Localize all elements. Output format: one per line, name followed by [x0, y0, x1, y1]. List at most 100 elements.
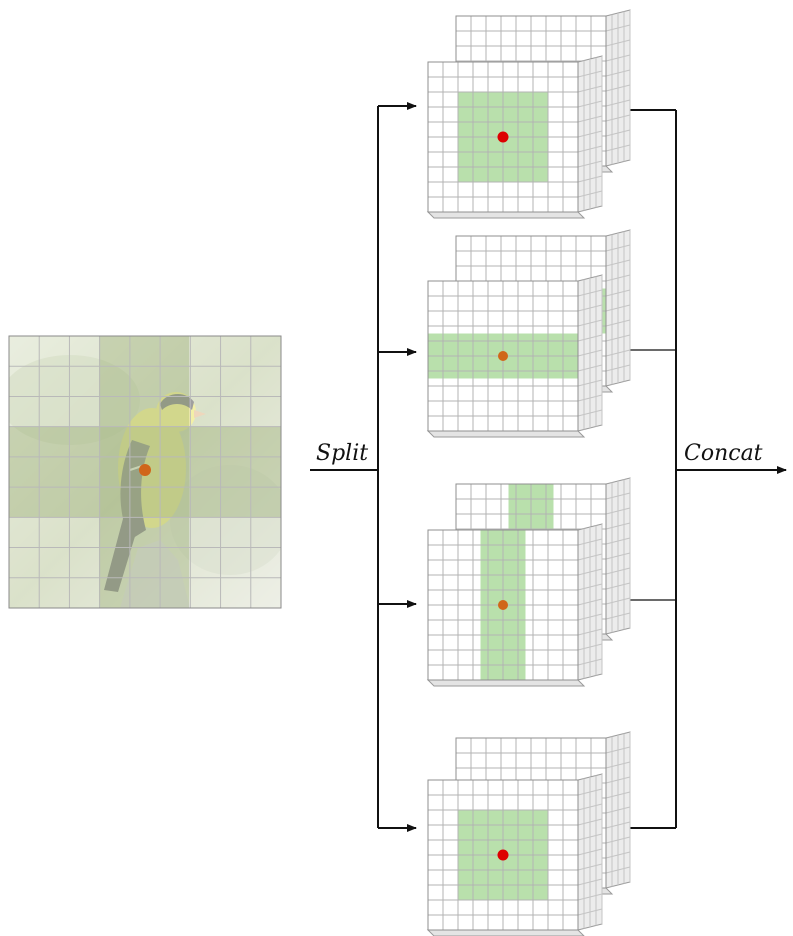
- branch-3-front-tensor-bottom-face: [426, 679, 586, 687]
- branch-1-front-tensor-depth-line: [577, 175, 603, 183]
- flow-arrows: [310, 102, 787, 832]
- branch-3-back-tensor-depth-line: [605, 597, 631, 605]
- branch-4-front-tensor-depth-line: [577, 803, 603, 811]
- branch-3-back-tensor-depth-line: [605, 582, 631, 590]
- branch-4-back-tensor-depth-line: [605, 866, 631, 874]
- branch-1-front-tensor-depth-line: [577, 70, 603, 78]
- branch-3-front-tensor-depth-line: [577, 583, 603, 591]
- branch-2-front-tensor-depth-line: [577, 379, 603, 387]
- branch-4-front-tensor-depth-line: [577, 878, 603, 886]
- branch-4-front-tensor-depth-line: [577, 893, 603, 901]
- branch-1-front-tensor: [426, 55, 603, 219]
- branch-4-front-tensor-outline: [427, 779, 579, 931]
- branch-1-front-tensor-depth-line: [577, 100, 603, 108]
- branch-3-front-tensor-depth-line: [577, 538, 603, 546]
- branch-2-front-tensor-depth-line: [577, 319, 603, 327]
- branch-4-back-tensor-depth-line: [605, 746, 631, 754]
- concat-label: Concat: [684, 441, 763, 466]
- branch-3-back-tensor-depth-line: [605, 507, 631, 515]
- branch-4-front-tensor-center-dot: [497, 849, 509, 861]
- branch-2-front-tensor-depth-line: [577, 289, 603, 297]
- branch-3-back-tensor-depth-line: [605, 522, 631, 530]
- branch-4-back-tensor-depth-line: [605, 761, 631, 769]
- branch-2-back-tensor-depth-line: [605, 259, 631, 267]
- branch-3-front-tensor: [426, 523, 603, 687]
- input-image-border: [8, 335, 282, 609]
- branch-2-back-tensor-depth-line: [605, 304, 631, 312]
- branch-2-front-tensor-depth-line: [577, 409, 603, 417]
- branch-3-front-tensor-depth-line: [577, 613, 603, 621]
- branch-4-front-tensor-depth-line: [577, 818, 603, 826]
- branch-4-front-tensor-depth-line: [577, 788, 603, 796]
- branch-3-back-tensor-depth-line: [605, 567, 631, 575]
- branch-4-back-tensor-depth-line: [605, 806, 631, 814]
- branch-2-front-tensor-depth-line: [577, 349, 603, 357]
- branch-2-back-tensor-depth-line: [605, 364, 631, 372]
- branch-3-back-tensor-depth-line: [605, 552, 631, 560]
- branch-2-back-tensor-depth-line: [605, 334, 631, 342]
- branch-3-front-tensor-center-dot: [498, 600, 508, 610]
- branch-2-front-tensor-depth-line: [577, 364, 603, 372]
- branch-1-front-tensor-depth-line: [577, 190, 603, 198]
- branch-1-back-tensor-depth-line: [605, 129, 631, 137]
- branch-1-front-tensor-depth-line: [577, 115, 603, 123]
- branch-2-back-tensor-depth-line: [605, 274, 631, 282]
- branch-4-back-tensor-depth-line: [605, 821, 631, 829]
- branch-3-front-tensor-depth-line: [577, 643, 603, 651]
- input-center-dot: [139, 464, 151, 476]
- branch-stacks: [426, 9, 631, 936]
- branch-3-stack: [426, 477, 631, 687]
- branch-1-back-tensor-depth-line: [605, 144, 631, 152]
- branch-2-front-tensor: [426, 274, 603, 438]
- branch-1-back-tensor-depth-line: [605, 84, 631, 92]
- branch-3-front-tensor-outline: [427, 529, 579, 681]
- branch-2-front-tensor-depth-line: [577, 334, 603, 342]
- branch-4-front-tensor-depth-line: [577, 848, 603, 856]
- branch-2-back-tensor-depth-line: [605, 289, 631, 297]
- branch-3-front-tensor-depth-line: [577, 658, 603, 666]
- branch-1-back-tensor-depth-line: [605, 24, 631, 32]
- branch-4-front-tensor-depth-line: [577, 863, 603, 871]
- branch-3-front-tensor-depth-line: [577, 568, 603, 576]
- branch-2-stack: [426, 229, 631, 438]
- branch-2-back-tensor-depth-line: [605, 349, 631, 357]
- branch-4-front-tensor: [426, 773, 603, 936]
- branch-1-back-tensor-depth-line: [605, 69, 631, 77]
- branch-3-front-tensor-depth-line: [577, 598, 603, 606]
- branch-1-front-tensor-depth-line: [577, 130, 603, 138]
- branch-3-back-tensor-depth-line: [605, 612, 631, 620]
- branch-1-front-tensor-depth-line: [577, 160, 603, 168]
- branch-1-back-tensor-depth-line: [605, 99, 631, 107]
- branch-4-back-tensor-depth-line: [605, 836, 631, 844]
- branch-1-front-tensor-depth-line: [577, 145, 603, 153]
- split-label: Split: [316, 441, 368, 466]
- branch-3-front-tensor-depth-line: [577, 628, 603, 636]
- branch-4-front-tensor-bottom-face: [426, 929, 585, 936]
- branch-4-back-tensor-depth-line: [605, 776, 631, 784]
- branch-2-front-tensor-outline: [427, 280, 579, 432]
- branch-1-back-tensor-depth-line: [605, 114, 631, 122]
- branch-4-back-tensor-depth-line: [605, 791, 631, 799]
- branch-2-back-tensor-depth-line: [605, 244, 631, 252]
- branch-4-stack: [426, 731, 631, 936]
- branch-4-front-tensor-depth-line: [577, 833, 603, 841]
- branch-1-back-tensor-depth-line: [605, 54, 631, 62]
- branch-4-front-tensor-depth-line: [577, 908, 603, 916]
- branch-1-front-tensor-depth-line: [577, 85, 603, 93]
- branch-4-back-tensor-depth-line: [605, 851, 631, 859]
- branch-1-front-tensor-bottom-face: [426, 211, 586, 219]
- branch-2-front-tensor-center-dot: [498, 351, 508, 361]
- branch-1-front-tensor-outline: [427, 61, 579, 213]
- branch-1-stack: [426, 9, 631, 219]
- input-grid: [9, 336, 281, 608]
- branch-3-back-tensor-depth-line: [605, 537, 631, 545]
- branch-2-front-tensor-bottom-face: [426, 430, 586, 438]
- branch-1-front-tensor-center-dot: [497, 131, 509, 143]
- branch-2-front-tensor-depth-line: [577, 394, 603, 402]
- branch-2-back-tensor-depth-line: [605, 319, 631, 327]
- branch-3-front-tensor-depth-line: [577, 553, 603, 561]
- branch-1-back-tensor-depth-line: [605, 39, 631, 47]
- branch-2-front-tensor-depth-line: [577, 304, 603, 312]
- branch-3-back-tensor-depth-line: [605, 492, 631, 500]
